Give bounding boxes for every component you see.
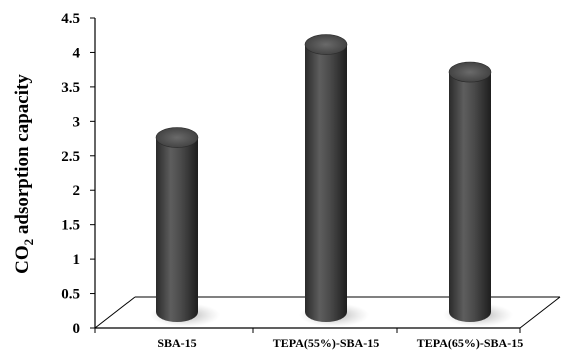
bar-top — [155, 127, 199, 148]
floor-left-edge — [94, 296, 136, 329]
y-axis-label-sub: 2 — [21, 239, 36, 246]
bar-top — [304, 34, 348, 55]
y-tick-label: 1.5 — [61, 218, 80, 234]
y-tick-label: 1 — [73, 252, 81, 268]
category-label: SBA-15 — [157, 336, 196, 350]
y-tick-label: 0 — [73, 321, 81, 337]
y-tick-label: 4.5 — [61, 11, 80, 27]
y-tick-label: 2.5 — [61, 149, 80, 165]
y-axis-label: CO2 adsorption capacity — [12, 74, 36, 274]
bar-TEPA(55%)-SBA-15 — [299, 34, 369, 327]
bar-body — [305, 44, 347, 323]
y-axis-label-rest: adsorption capacity — [12, 74, 33, 239]
bar-TEPA(65%)-SBA-15 — [443, 61, 513, 327]
bar-SBA-15 — [150, 127, 220, 327]
floor-right-edge — [519, 296, 561, 329]
y-tick-label: 2 — [73, 183, 81, 199]
y-tick-label: 3.5 — [61, 80, 80, 96]
bar-top — [448, 61, 492, 83]
bars — [150, 34, 513, 327]
y-tick-label: 4 — [73, 45, 81, 61]
y-ticks: 0 0.5 1 1.5 2 2.5 3 3.5 4 4.5 — [61, 11, 95, 337]
category-label: TEPA(65%)-SBA-15 — [417, 336, 523, 350]
bar-body — [156, 137, 198, 322]
y-tick-label: 3 — [73, 114, 81, 130]
category-label: TEPA(55%)-SBA-15 — [273, 336, 379, 350]
bar-body — [449, 72, 491, 322]
category-labels: SBA-15 TEPA(55%)-SBA-15 TEPA(65%)-SBA-15 — [94, 328, 523, 350]
y-axis-label-main: CO — [12, 245, 33, 274]
y-tick-label: 0.5 — [61, 287, 80, 303]
